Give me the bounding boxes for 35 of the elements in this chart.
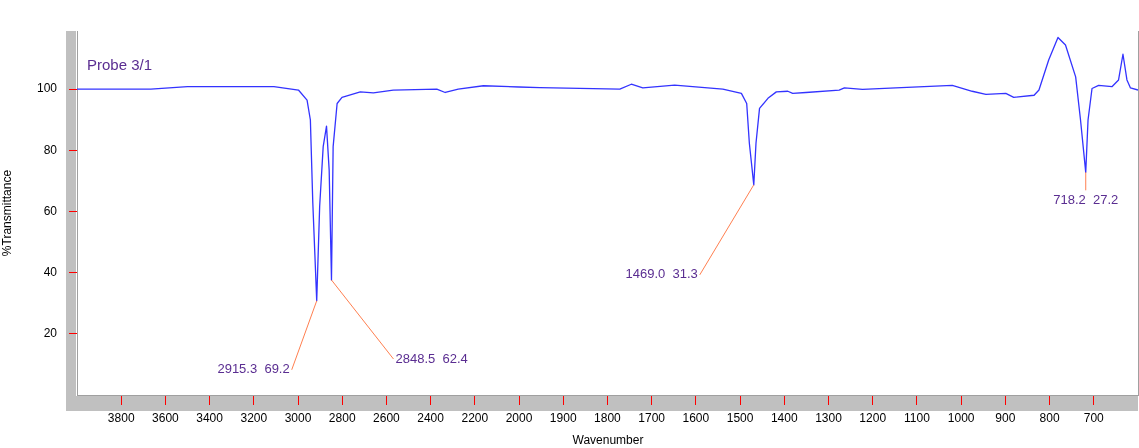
- x-tick-label: 2600: [373, 410, 401, 425]
- x-tick-label: 1300: [815, 410, 843, 425]
- x-tick-label: 2200: [461, 410, 489, 425]
- x-tick-label: 3200: [240, 410, 268, 425]
- x-tick-label: 1500: [726, 410, 754, 425]
- x-tick-label: 1000: [947, 410, 975, 425]
- x-tick-label: 2800: [328, 410, 356, 425]
- annotation: 2848.5 62.4: [395, 350, 468, 366]
- x-tick-label: 3000: [284, 410, 312, 425]
- annotation: 2915.3 69.2: [217, 361, 290, 377]
- x-tick-label: 1700: [638, 410, 666, 425]
- x-tick-label: 1100: [904, 410, 931, 425]
- y-tick-label: 60: [43, 203, 58, 218]
- x-tick-label: 700: [1083, 410, 1105, 425]
- y-tick-label: 100: [36, 81, 58, 96]
- x-tick-label: 3600: [152, 410, 180, 425]
- x-tick-label: 900: [995, 410, 1016, 425]
- x-tick-label: 1900: [549, 410, 577, 425]
- annotation: 718.2 27.2: [1053, 191, 1119, 207]
- y-tick-label: 80: [43, 142, 58, 157]
- y-axis-title: %Transmittance: [0, 169, 14, 257]
- x-tick-label: 2000: [505, 410, 533, 425]
- x-tick-label: 1200: [859, 410, 887, 425]
- x-tick-label: 2400: [417, 410, 445, 425]
- x-axis-title: Wavenumber: [572, 433, 644, 448]
- x-tick-label: 1800: [594, 410, 622, 425]
- text: Probe 3/1: [87, 56, 153, 74]
- x-tick-label: 800: [1039, 410, 1060, 425]
- x-tick-label: 1400: [770, 410, 798, 425]
- annotation: 1469.0 31.3: [625, 266, 698, 282]
- y-tick-label: 40: [43, 264, 58, 279]
- x-tick-label: 3800: [107, 410, 135, 425]
- x-tick-label: 3400: [196, 410, 224, 425]
- x-tick-label: 1600: [682, 410, 710, 425]
- y-tick-label: 20: [43, 326, 58, 341]
